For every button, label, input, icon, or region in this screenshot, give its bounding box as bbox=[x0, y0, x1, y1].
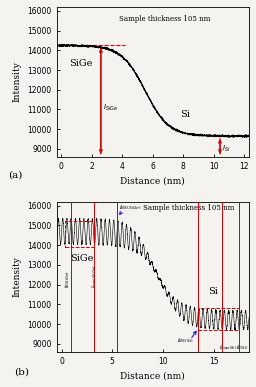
Text: Sample thickness 105 nm: Sample thickness 105 nm bbox=[143, 204, 234, 212]
Text: $I_{BS(Si)}$: $I_{BS(Si)}$ bbox=[177, 336, 194, 345]
Text: $I_{max(SiGe)}$: $I_{max(SiGe)}$ bbox=[90, 264, 99, 288]
Text: $I_{max(Si)}$: $I_{max(Si)}$ bbox=[219, 343, 237, 351]
X-axis label: Distance (nm): Distance (nm) bbox=[120, 371, 185, 380]
Text: $I_{B(SiGe)}$: $I_{B(SiGe)}$ bbox=[64, 270, 72, 288]
X-axis label: Distance (nm): Distance (nm) bbox=[120, 176, 185, 185]
Text: Si: Si bbox=[180, 110, 190, 119]
Text: $I_{B(Si)}$: $I_{B(Si)}$ bbox=[236, 343, 248, 351]
Text: $I_{Si}$: $I_{Si}$ bbox=[222, 144, 231, 154]
Y-axis label: Intensity: Intensity bbox=[13, 62, 22, 102]
Text: Si: Si bbox=[208, 288, 218, 296]
Text: SiGe: SiGe bbox=[69, 59, 92, 68]
Text: $I_{BS(SiGe)}$: $I_{BS(SiGe)}$ bbox=[119, 204, 142, 212]
Text: (a): (a) bbox=[8, 171, 23, 180]
Text: Sample thickness 105 nm: Sample thickness 105 nm bbox=[119, 15, 210, 23]
Text: (b): (b) bbox=[14, 367, 29, 376]
Text: $I_{SiGe}$: $I_{SiGe}$ bbox=[103, 103, 118, 113]
Text: SiGe: SiGe bbox=[70, 254, 93, 263]
Y-axis label: Intensity: Intensity bbox=[13, 256, 22, 297]
